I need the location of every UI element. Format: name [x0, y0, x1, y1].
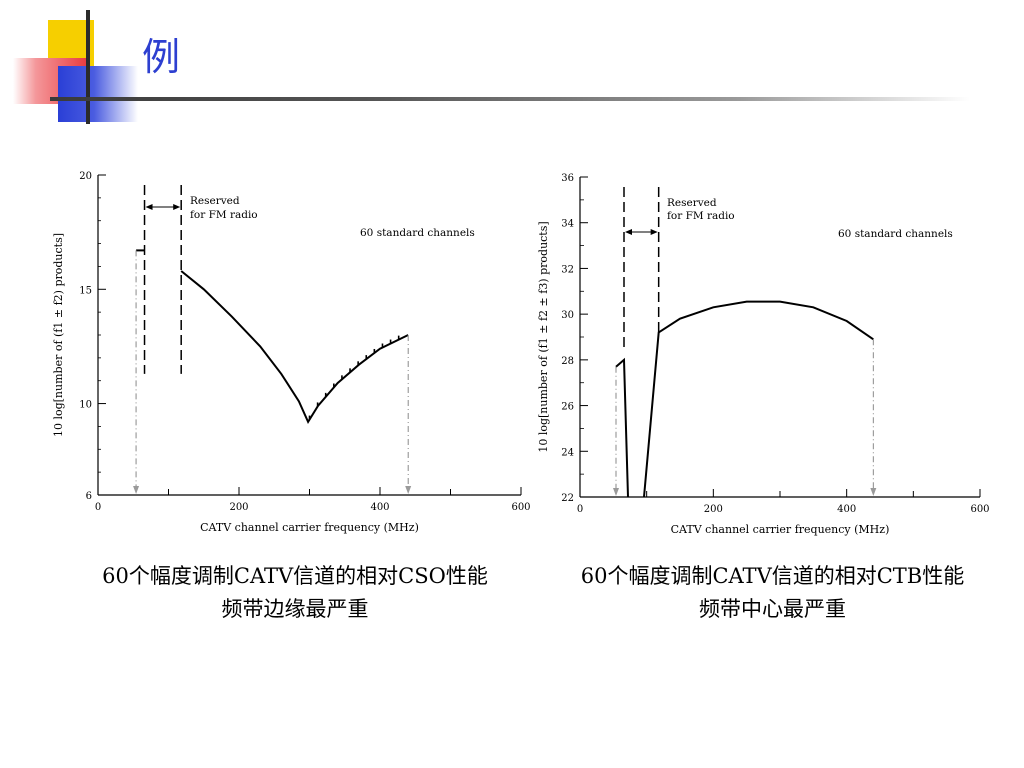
annotation-standard-channels: 60 standard channels [838, 228, 953, 240]
annotation-reserved: Reserved [190, 195, 240, 207]
y-tick-label: 15 [79, 285, 92, 296]
series-line [180, 270, 409, 425]
y-tick-label: 32 [561, 264, 574, 275]
cso-chart: 0 200 400 600 6 10 15 20 CATV channel carrier fr… [52, 171, 531, 534]
reserved-arrow-head-right [650, 229, 658, 235]
y-tick-label: 10 [79, 400, 92, 411]
x-tick-label: 600 [970, 504, 989, 515]
x-tick-label: 200 [704, 504, 723, 515]
y-tick-label: 20 [79, 171, 92, 182]
band-edge-arrow [133, 486, 140, 494]
decor-vertical-line [86, 10, 90, 124]
annotation-fm-radio: for FM radio [667, 210, 735, 222]
x-tick-label: 0 [95, 502, 101, 513]
decor-blue-square [58, 66, 138, 122]
annotation-standard-channels: 60 standard channels [360, 227, 475, 239]
annotation-fm-radio: for FM radio [190, 209, 258, 221]
x-tick-label: 400 [370, 502, 389, 513]
x-axis-title: CATV channel carrier frequency (MHz) [200, 521, 419, 534]
y-tick-label: 30 [561, 310, 574, 321]
x-tick-label: 400 [837, 504, 856, 515]
band-edge-arrow [405, 486, 412, 494]
x-tick-label: 0 [577, 504, 583, 515]
y-axis-title: 10 log[number of (f1 ± f2 ± f3) products… [537, 221, 550, 452]
series-line [615, 357, 629, 498]
y-tick-label: 34 [561, 219, 574, 230]
caption-cso-line1: 60个幅度调制CATV信道的相对CSO性能 [102, 564, 488, 588]
band-edge-arrow [870, 488, 877, 496]
y-tick-label: 26 [561, 402, 574, 413]
caption-cso-line2: 频带边缘最严重 [221, 597, 369, 621]
y-tick-label: 24 [561, 447, 574, 458]
reserved-arrow-head-left [625, 229, 632, 235]
reserved-arrow-head-right [173, 204, 181, 210]
caption-cso: 60个幅度调制CATV信道的相对CSO性能 频带边缘最严重 [60, 560, 530, 626]
slide-title: 例 [142, 35, 181, 79]
x-tick-label: 600 [511, 502, 530, 513]
ctb-chart: 0 200 400 600 22 24 26 28 30 32 34 36 CATV channel c… [537, 173, 990, 536]
y-tick-label: 28 [561, 356, 574, 367]
reserved-arrow-head-left [145, 204, 153, 210]
band-edge-arrow [613, 488, 619, 496]
caption-ctb-line1: 60个幅度调制CATV信道的相对CTB性能 [580, 564, 965, 588]
y-tick-label: 6 [86, 491, 92, 502]
y-tick-label: 22 [561, 493, 574, 504]
y-axis-title: 10 log[number of (f1 ± f2) products] [52, 233, 65, 437]
caption-ctb-line2: 频带中心最严重 [699, 597, 846, 621]
title-underline [50, 97, 970, 101]
x-tick-label: 200 [229, 502, 248, 513]
series-line [643, 300, 874, 498]
x-axis-title: CATV channel carrier frequency (MHz) [671, 523, 890, 536]
y-tick-label: 36 [561, 173, 574, 184]
annotation-reserved: Reserved [667, 197, 717, 209]
caption-ctb: 60个幅度调制CATV信道的相对CTB性能 频带中心最严重 [540, 560, 1005, 626]
